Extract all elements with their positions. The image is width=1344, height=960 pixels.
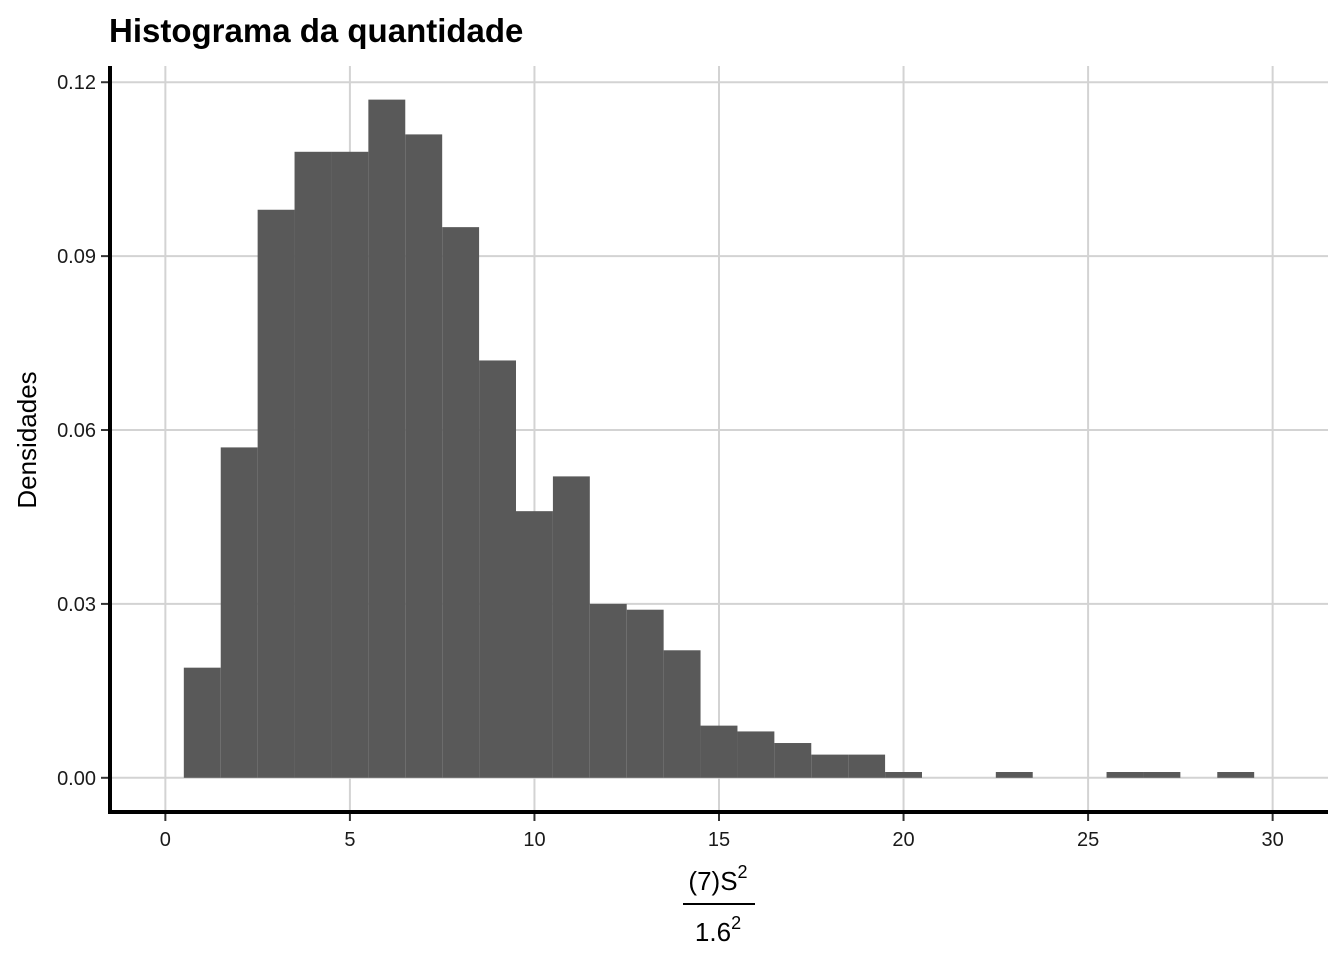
- histogram-bar-8: [442, 227, 480, 778]
- histogram-bar-20: [885, 772, 922, 778]
- x-tick-label-15: 15: [708, 829, 730, 851]
- x-tick-label-5: 5: [344, 829, 355, 851]
- histogram-bar-3: [257, 209, 295, 778]
- histogram-bar-13: [626, 609, 664, 778]
- tick-labels: 0 5 10 15 20 25 30 0.00 0.03 0.06 0.09 0.12: [57, 72, 1284, 851]
- histogram-bar-10: [516, 511, 553, 778]
- histogram-bar-1: [183, 667, 221, 778]
- y-tick-label-0.06: 0.06: [57, 420, 96, 442]
- y-tick-label-0.12: 0.12: [57, 72, 96, 94]
- histogram-bar-19: [848, 754, 886, 778]
- x-axis-title-numerator-text: (7)S: [688, 866, 737, 896]
- histogram-bar-29: [1217, 772, 1255, 778]
- histogram-bar-6: [368, 99, 406, 778]
- x-tick-label-10: 10: [523, 829, 545, 851]
- x-axis-title-numerator: (7)S2: [688, 862, 747, 896]
- x-axis-title-denominator: 1.62: [695, 913, 741, 947]
- y-tick-label-0.03: 0.03: [57, 594, 96, 616]
- x-axis-title-denominator-sup: 2: [731, 913, 741, 933]
- x-axis-title: (7)S2 1.62: [683, 862, 755, 947]
- histogram-bars: [183, 99, 1255, 778]
- histogram-bar-7: [405, 134, 443, 778]
- y-tick-label-0.00: 0.00: [57, 768, 96, 790]
- y-axis-title: Densidades: [12, 371, 42, 508]
- histogram-bar-4: [294, 151, 332, 778]
- histogram-bar-9: [479, 360, 516, 778]
- histogram-bar-18: [811, 754, 849, 778]
- x-tick-label-25: 25: [1077, 829, 1099, 851]
- x-tick-label-0: 0: [160, 829, 171, 851]
- histogram-bar-26: [1106, 772, 1144, 778]
- histogram-bar-2: [220, 447, 258, 778]
- histogram-bar-12: [589, 603, 627, 778]
- histogram-bar-17: [774, 743, 812, 778]
- x-axis-title-numerator-sup: 2: [738, 862, 748, 882]
- histogram-bar-15: [700, 725, 738, 778]
- histogram-bar-14: [663, 650, 701, 778]
- x-tick-label-20: 20: [892, 829, 914, 851]
- histogram-bar-27: [1143, 772, 1181, 778]
- histogram-bar-11: [552, 476, 590, 778]
- histogram-bar-5: [331, 151, 369, 778]
- x-tick-label-30: 30: [1262, 829, 1284, 851]
- x-axis-title-denominator-text: 1.6: [695, 917, 731, 947]
- y-tick-label-0.09: 0.09: [57, 246, 96, 268]
- chart-title: Histograma da quantidade: [109, 12, 523, 49]
- axes: [108, 66, 1328, 814]
- histogram-bar-16: [737, 731, 775, 778]
- histogram-bar-23: [995, 772, 1033, 778]
